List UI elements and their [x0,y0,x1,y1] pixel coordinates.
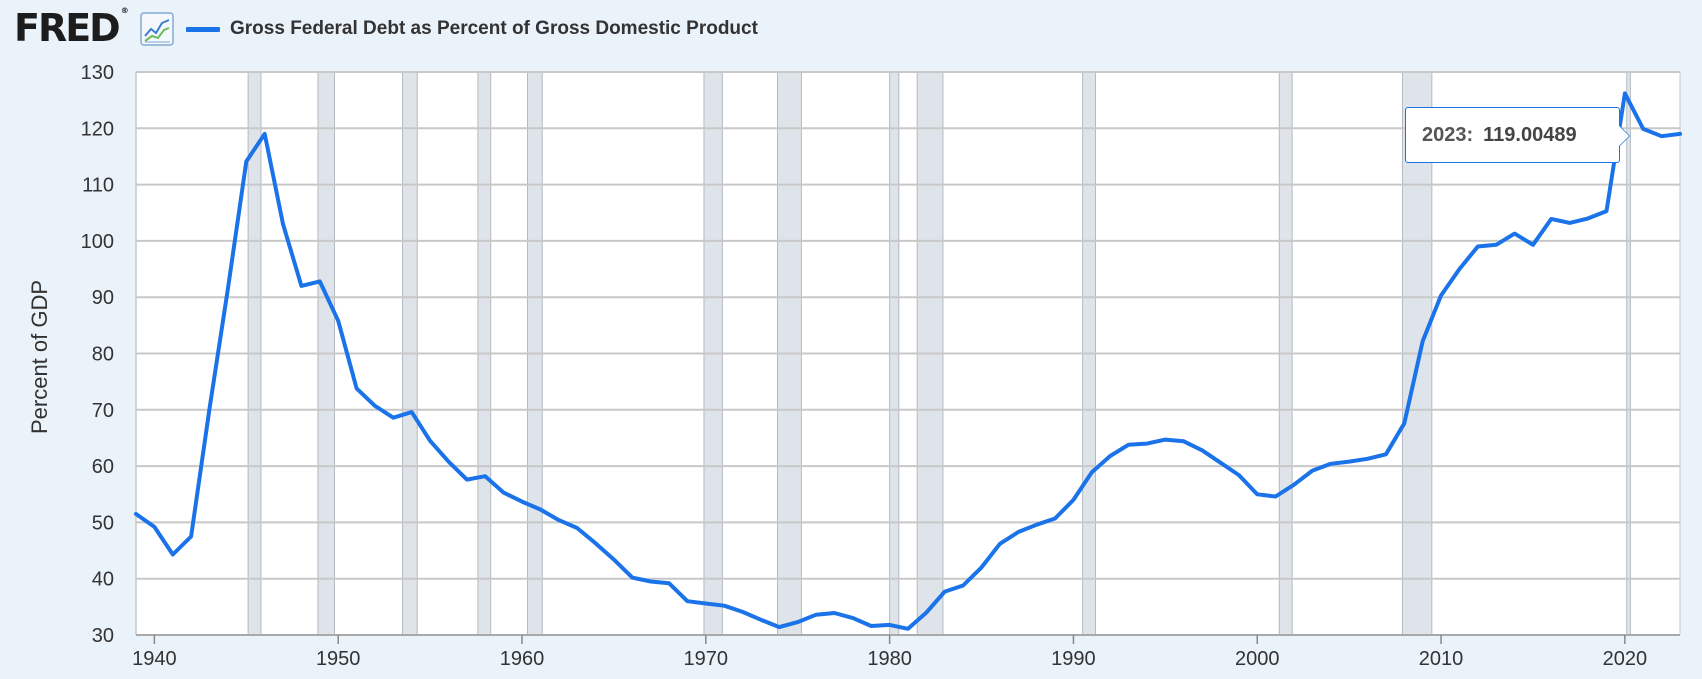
series-line [134,91,1682,631]
y-tick-label: 50 [92,512,114,534]
y-tick-label: 90 [92,287,114,309]
value-tooltip: 2023: 119.00489 [1405,107,1630,163]
fred-logo-text: FRED [14,6,121,50]
line-graph-icon[interactable] [140,12,174,46]
y-tick-label: 70 [92,400,114,422]
y-tick-label: 110 [82,175,114,197]
x-tick-label: 1960 [500,648,545,670]
registered-mark: ® [120,6,129,15]
x-tick-label: 1970 [684,648,729,670]
y-axis-title: Percent of GDP [27,280,52,434]
legend[interactable]: Gross Federal Debt as Percent of Gross D… [186,17,758,41]
y-tick-label: 80 [92,344,114,366]
series-group [134,91,1682,631]
x-tick-label: 1950 [316,648,361,670]
x-tick-label: 2000 [1235,648,1280,670]
y-tick-label: 40 [92,569,114,591]
chart-header: FRED ® Gross Federal Debt as Percent of G… [0,0,1702,58]
legend-series-label: Gross Federal Debt as Percent of Gross D… [230,18,758,39]
y-tick-label: 130 [81,62,114,84]
legend-swatch [186,26,220,32]
tooltip-pointer-fill [1619,126,1629,146]
y-tick-label: 120 [81,118,114,140]
y-tick-label: 30 [92,625,114,647]
x-tick-label: 1980 [867,648,912,670]
fred-logo[interactable]: FRED ® [14,6,129,50]
x-tick-label: 2010 [1419,648,1464,670]
x-tick-label: 2020 [1603,648,1648,670]
x-axis-ticks: 1940 1950 1960 1970 1980 1990 2000 2010 2020 [132,635,1647,670]
x-tick-label: 1990 [1051,648,1096,670]
tooltip-value: 119.00489 [1483,123,1577,146]
y-tick-label: 60 [92,456,114,478]
y-tick-label: 100 [81,231,114,253]
tooltip-date: 2023: [1422,123,1474,146]
y-axis-ticks: 30 40 50 60 70 80 90 100 110 120 130 [81,62,114,647]
gridlines [135,71,1681,636]
x-tick-label: 1940 [132,648,177,670]
